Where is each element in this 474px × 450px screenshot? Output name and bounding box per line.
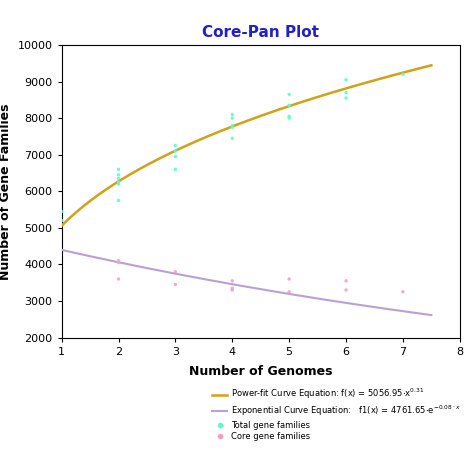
Point [172, 281, 179, 288]
Point [228, 277, 236, 284]
Point [172, 148, 179, 155]
Point [115, 171, 122, 178]
Point [399, 71, 407, 78]
Point [115, 180, 122, 188]
Point [228, 286, 236, 293]
Point [172, 142, 179, 149]
Point [342, 76, 350, 83]
Point [58, 208, 65, 215]
Y-axis label: Number of Gene Families: Number of Gene Families [0, 103, 12, 279]
Legend: Power-fit Curve Equation: f(x) = 5056.95$\cdot$x$^{0.31}$, Exponential Curve Equ: Power-fit Curve Equation: f(x) = 5056.95… [212, 387, 460, 441]
Point [285, 275, 293, 283]
Point [115, 197, 122, 204]
Point [399, 288, 407, 295]
Point [285, 288, 293, 295]
Point [172, 166, 179, 173]
Point [172, 153, 179, 160]
Point [115, 179, 122, 186]
Point [342, 89, 350, 96]
Point [228, 111, 236, 118]
Point [285, 102, 293, 109]
Point [228, 114, 236, 122]
Point [115, 259, 122, 266]
Point [285, 114, 293, 122]
Point [342, 286, 350, 293]
Title: Core-Pan Plot: Core-Pan Plot [202, 25, 319, 40]
Point [342, 94, 350, 102]
X-axis label: Number of Genomes: Number of Genomes [189, 365, 332, 378]
Point [228, 124, 236, 131]
Point [228, 284, 236, 292]
Point [58, 217, 65, 224]
Point [172, 268, 179, 275]
Point [228, 135, 236, 142]
Point [115, 275, 122, 283]
Point [342, 277, 350, 284]
Point [285, 91, 293, 98]
Point [115, 175, 122, 182]
Point [115, 257, 122, 264]
Point [285, 112, 293, 120]
Point [115, 166, 122, 173]
Point [228, 122, 236, 129]
